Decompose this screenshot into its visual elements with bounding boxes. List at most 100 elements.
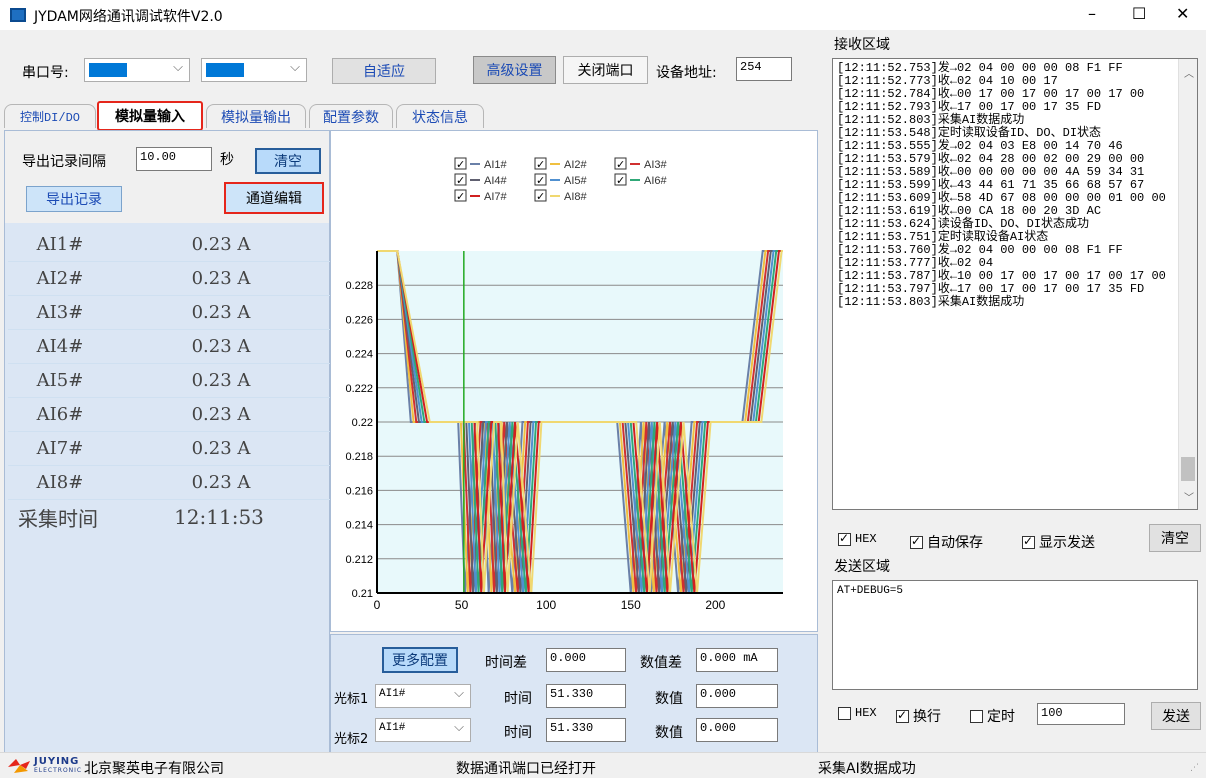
receive-area-title: 接收区域 bbox=[834, 37, 890, 53]
close-button[interactable]: ✕ bbox=[1176, 4, 1190, 23]
channel-name: AI8# bbox=[8, 466, 112, 499]
legend-checkbox bbox=[454, 157, 467, 170]
send-hex-checkbox[interactable]: HEX bbox=[838, 706, 877, 720]
scrollbar-thumb[interactable] bbox=[1181, 457, 1195, 481]
scroll-down-icon[interactable]: ﹀ bbox=[1184, 493, 1194, 504]
newline-checkbox[interactable]: 换行 bbox=[896, 706, 941, 726]
y-tick-label: 0.226 bbox=[345, 314, 373, 326]
checkbox-checked-icon bbox=[1022, 534, 1035, 549]
y-tick-label: 0.212 bbox=[345, 554, 373, 566]
scroll-up-icon[interactable]: ︿ bbox=[1184, 69, 1194, 80]
legend-check-icon: ✓ bbox=[616, 174, 625, 187]
minimize-button[interactable]: – bbox=[1088, 4, 1096, 23]
adapt-button[interactable]: 自适应 bbox=[332, 58, 436, 84]
log-line: [12:11:53.803]采集AI数据成功 bbox=[837, 295, 1025, 309]
channel-name: AI1# bbox=[8, 228, 112, 261]
export-interval-field[interactable]: 10.00 bbox=[136, 147, 212, 171]
legend-label: AI1# bbox=[484, 159, 508, 171]
timer-checkbox[interactable]: 定时 bbox=[970, 706, 1015, 726]
auto-save-checkbox[interactable]: 自动保存 bbox=[910, 532, 983, 552]
channel-name: AI5# bbox=[8, 364, 112, 397]
ai-row-2: AI2# 0.23 A bbox=[8, 262, 330, 296]
export-record-button[interactable]: 导出记录 bbox=[26, 186, 122, 212]
port-select[interactable]: ⌵ bbox=[84, 58, 190, 82]
tab-analog-output[interactable]: 模拟量输出 bbox=[206, 104, 306, 128]
chart-panel: 0.228 0.226 0.224 0.222 0.22 0.218 0.216 0.214 0… bbox=[330, 130, 818, 632]
send-textarea[interactable]: AT+DEBUG=5 bbox=[832, 580, 1198, 690]
legend-check-icon: ✓ bbox=[536, 158, 545, 171]
timer-interval-field[interactable]: 100 bbox=[1037, 703, 1125, 725]
show-send-label: 显示发送 bbox=[1039, 535, 1095, 551]
receive-log-lines: [12:11:52.753]发→02 04 00 00 00 08 F1 FF[… bbox=[833, 59, 1197, 312]
company-name: 北京聚英电子有限公司 bbox=[84, 761, 224, 777]
show-send-checkbox[interactable]: 显示发送 bbox=[1022, 532, 1095, 552]
ai-row-3: AI3# 0.23 A bbox=[8, 296, 330, 330]
value-diff-field[interactable]: 0.000 mA bbox=[696, 648, 778, 672]
resize-grip-icon[interactable]: ⋰ bbox=[1190, 763, 1199, 773]
channel-name: AI7# bbox=[8, 432, 112, 465]
tab-status-info[interactable]: 状态信息 bbox=[396, 104, 484, 128]
cursor2-select[interactable]: AI1# ⌵ bbox=[375, 718, 471, 742]
log-line: [12:11:53.760]发→02 04 00 00 00 08 F1 FF bbox=[837, 243, 1123, 257]
ai-row-5: AI5# 0.23 A bbox=[8, 364, 330, 398]
y-tick-label: 0.214 bbox=[345, 520, 373, 532]
tab-config-params[interactable]: 配置参数 bbox=[309, 104, 393, 128]
time-diff-field[interactable]: 0.000 bbox=[546, 648, 626, 672]
value1-field[interactable]: 0.000 bbox=[696, 684, 778, 708]
maximize-button[interactable]: ☐ bbox=[1132, 4, 1147, 23]
legend-checkbox bbox=[534, 157, 547, 170]
legend-label: AI4# bbox=[484, 175, 508, 187]
channel-value: 0.23 A bbox=[191, 234, 251, 255]
tab-control-dido[interactable]: 控制DI/DO bbox=[4, 104, 96, 128]
app-icon bbox=[10, 8, 26, 22]
time2-field[interactable]: 51.330 bbox=[546, 718, 626, 742]
log-line: [12:11:53.579]收←02 04 28 00 02 00 29 00 … bbox=[837, 152, 1145, 166]
legend-label: AI2# bbox=[564, 159, 588, 171]
log-line: [12:11:53.589]收←00 00 00 00 00 4A 59 34 … bbox=[837, 165, 1145, 179]
legend-check-icon: ✓ bbox=[456, 158, 465, 171]
legend-label: AI7# bbox=[484, 191, 508, 203]
channel-value: 0.23 A bbox=[191, 404, 251, 425]
y-tick-label: 0.216 bbox=[345, 485, 373, 497]
chevron-down-icon: ⌵ bbox=[454, 686, 464, 701]
cursor1-select[interactable]: AI1# ⌵ bbox=[375, 684, 471, 708]
close-port-button[interactable]: 关闭端口 bbox=[563, 56, 648, 84]
legend-label: AI6# bbox=[644, 175, 668, 187]
send-area-title: 发送区域 bbox=[834, 559, 890, 575]
send-button[interactable]: 发送 bbox=[1151, 702, 1201, 730]
log-line: [12:11:53.787]收←10 00 17 00 17 00 17 00 … bbox=[837, 269, 1166, 283]
channel-value: 0.23 A bbox=[191, 336, 251, 357]
ai-row-6: AI6# 0.23 A bbox=[8, 398, 330, 432]
legend-checkbox bbox=[614, 173, 627, 186]
channel-edit-button[interactable]: 通道编辑 bbox=[224, 182, 324, 214]
acquire-time-row: 采集时间 12:11:53 bbox=[6, 500, 328, 534]
ai-row-8: AI8# 0.23 A bbox=[8, 466, 330, 500]
receive-log[interactable]: [12:11:52.753]发→02 04 00 00 00 08 F1 FF[… bbox=[832, 58, 1198, 510]
log-scrollbar[interactable]: ︿ ﹀ bbox=[1178, 59, 1197, 509]
tab-analog-input[interactable]: 模拟量输入 bbox=[97, 101, 203, 131]
y-tick-label: 0.224 bbox=[345, 349, 373, 361]
time1-field[interactable]: 51.330 bbox=[546, 684, 626, 708]
device-address-field[interactable]: 254 bbox=[736, 57, 792, 81]
baud-select[interactable]: ⌵ bbox=[201, 58, 307, 82]
time1-label: 时间 bbox=[504, 691, 532, 707]
advanced-settings-button[interactable]: 高级设置 bbox=[473, 56, 556, 84]
y-tick-label: 0.222 bbox=[345, 383, 373, 395]
log-line: [12:11:53.751]定时读取设备AI状态 bbox=[837, 230, 1049, 244]
clear-record-button[interactable]: 清空 bbox=[255, 148, 321, 174]
log-line: [12:11:52.803]采集AI数据成功 bbox=[837, 113, 1025, 127]
chevron-down-icon: ⌵ bbox=[454, 720, 464, 735]
ai-row-1: AI1# 0.23 A bbox=[8, 228, 330, 262]
more-config-button[interactable]: 更多配置 bbox=[382, 647, 458, 673]
series-line-AI7 bbox=[377, 250, 783, 594]
channel-value: 0.23 A bbox=[191, 472, 251, 493]
receive-hex-checkbox[interactable]: HEX bbox=[838, 531, 877, 546]
clear-receive-button[interactable]: 清空 bbox=[1149, 524, 1201, 552]
ai-line-chart: 0.228 0.226 0.224 0.222 0.22 0.218 0.216 0.214 0… bbox=[345, 157, 783, 612]
log-line: [12:11:53.609]收←58 4D 67 08 00 00 00 01 … bbox=[837, 191, 1166, 205]
legend-checkbox bbox=[454, 189, 467, 202]
value2-field[interactable]: 0.000 bbox=[696, 718, 778, 742]
channel-name: AI3# bbox=[8, 296, 112, 329]
legend-label: AI8# bbox=[564, 191, 588, 203]
y-tick-label: 0.228 bbox=[345, 280, 373, 292]
